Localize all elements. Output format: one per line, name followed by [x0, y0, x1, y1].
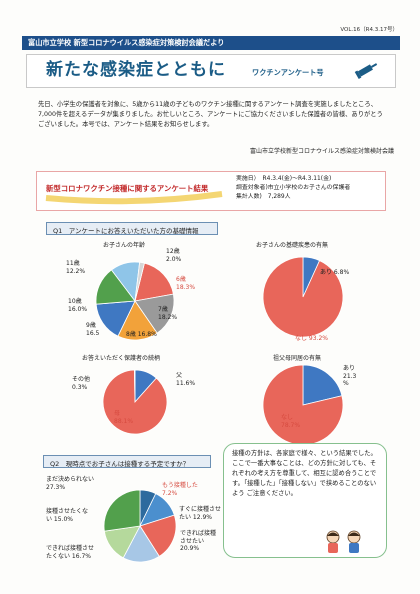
data-label: 9歳 16.5	[86, 322, 100, 337]
q2-heading: Q2 現時点でお子さんは接種する予定ですか？	[43, 455, 211, 468]
survey-period: 実施日） R4.3.4(金)～R4.3.11(金)	[236, 176, 332, 182]
chart-title-age: お子さんの年齢	[103, 242, 146, 249]
data-label: 7歳 18.2%	[158, 306, 178, 321]
title-box	[26, 54, 396, 88]
banner-decoration	[45, 191, 223, 205]
survey-target: 調査対象者)市立小学校のお子さんの保護者	[236, 185, 351, 191]
q1-heading: Q1 アンケートにお答えいただいた方の基礎情報	[46, 222, 218, 235]
data-label: できれば接種 させたい 20.9%	[180, 530, 217, 552]
data-label: すぐに接種させ たい 12.9%	[179, 506, 222, 521]
data-label: なし 78.7%	[281, 414, 301, 429]
pie-slice-1	[102, 369, 168, 435]
data-label: 接種させたくな い 15.0%	[46, 508, 89, 523]
pie-slice-6	[134, 261, 145, 302]
volume-label: VOL.16（R4.3.17号）	[340, 27, 398, 33]
syringe-icon	[354, 63, 378, 79]
data-label: 母 88.1%	[114, 410, 134, 425]
data-label: 12歳 2.0%	[166, 248, 182, 263]
chart-title-relation: お答えいただく保護者の続柄	[82, 355, 161, 362]
data-label: あり 21.3 %	[343, 365, 357, 387]
page-subtitle: ワクチンアンケート号	[252, 68, 324, 77]
organization-name: 富山市立学校新型コロナウイルス感染症対策検討会議	[249, 148, 394, 155]
data-label: 6歳 18.3%	[176, 276, 196, 291]
pie-slice-0	[302, 364, 343, 406]
pie-slice-2	[139, 514, 177, 557]
data-label: できれば接種させ たくない 16.7%	[46, 545, 95, 560]
header-bar: 富山市立学校 新型コロナウイルス感染症対策検討会議だより	[22, 36, 400, 50]
age-pie-chart	[95, 261, 175, 341]
disease-pie-chart	[262, 256, 344, 338]
chart-title-grandparents: 祖父母同居の有無	[273, 355, 322, 362]
vaccination-plan-pie-chart	[103, 489, 177, 563]
relation-pie-chart	[102, 369, 168, 435]
result-banner	[36, 171, 386, 211]
pie-slice-5	[103, 489, 141, 532]
page-title: 新たな感染症とともに	[46, 60, 226, 80]
data-label: 父 11.6%	[176, 372, 196, 387]
data-label: 10歳 16.0%	[68, 298, 88, 313]
intro-text: 先日、小学生の保護者を対象に、5歳から11歳の子どものワクチン接種に関するアンケ…	[38, 101, 383, 129]
pie-slice-1	[262, 256, 344, 338]
pie-slice-1	[134, 293, 175, 334]
data-label: 8歳 16.8%	[126, 331, 157, 338]
result-title: 新型コロナワクチン接種に関するアンケート結果	[46, 184, 209, 193]
survey-count: 集計人数) 7,289人	[236, 194, 291, 200]
chart-title-disease: お子さんの基礎疾患の有無	[256, 242, 329, 249]
guidance-text: 接種の方針は、各家庭で様々、という結果でした。 ここで一番大事なことは、どの方針…	[232, 450, 377, 498]
data-label: もう接種した 7.2%	[162, 482, 198, 497]
pie-slice-0	[134, 262, 174, 302]
data-label: なし 93.2%	[295, 335, 328, 342]
data-label: あり 6.8%	[320, 269, 350, 276]
children-illustration	[326, 530, 361, 553]
pie-slice-1	[262, 364, 344, 446]
pie-slice-2	[133, 369, 136, 403]
data-label: まだ決められない 27.3%	[46, 476, 95, 491]
data-label: 11歳 12.2%	[66, 260, 86, 275]
data-label: その他 0.3%	[72, 376, 91, 391]
grandparents-pie-chart	[262, 364, 344, 446]
